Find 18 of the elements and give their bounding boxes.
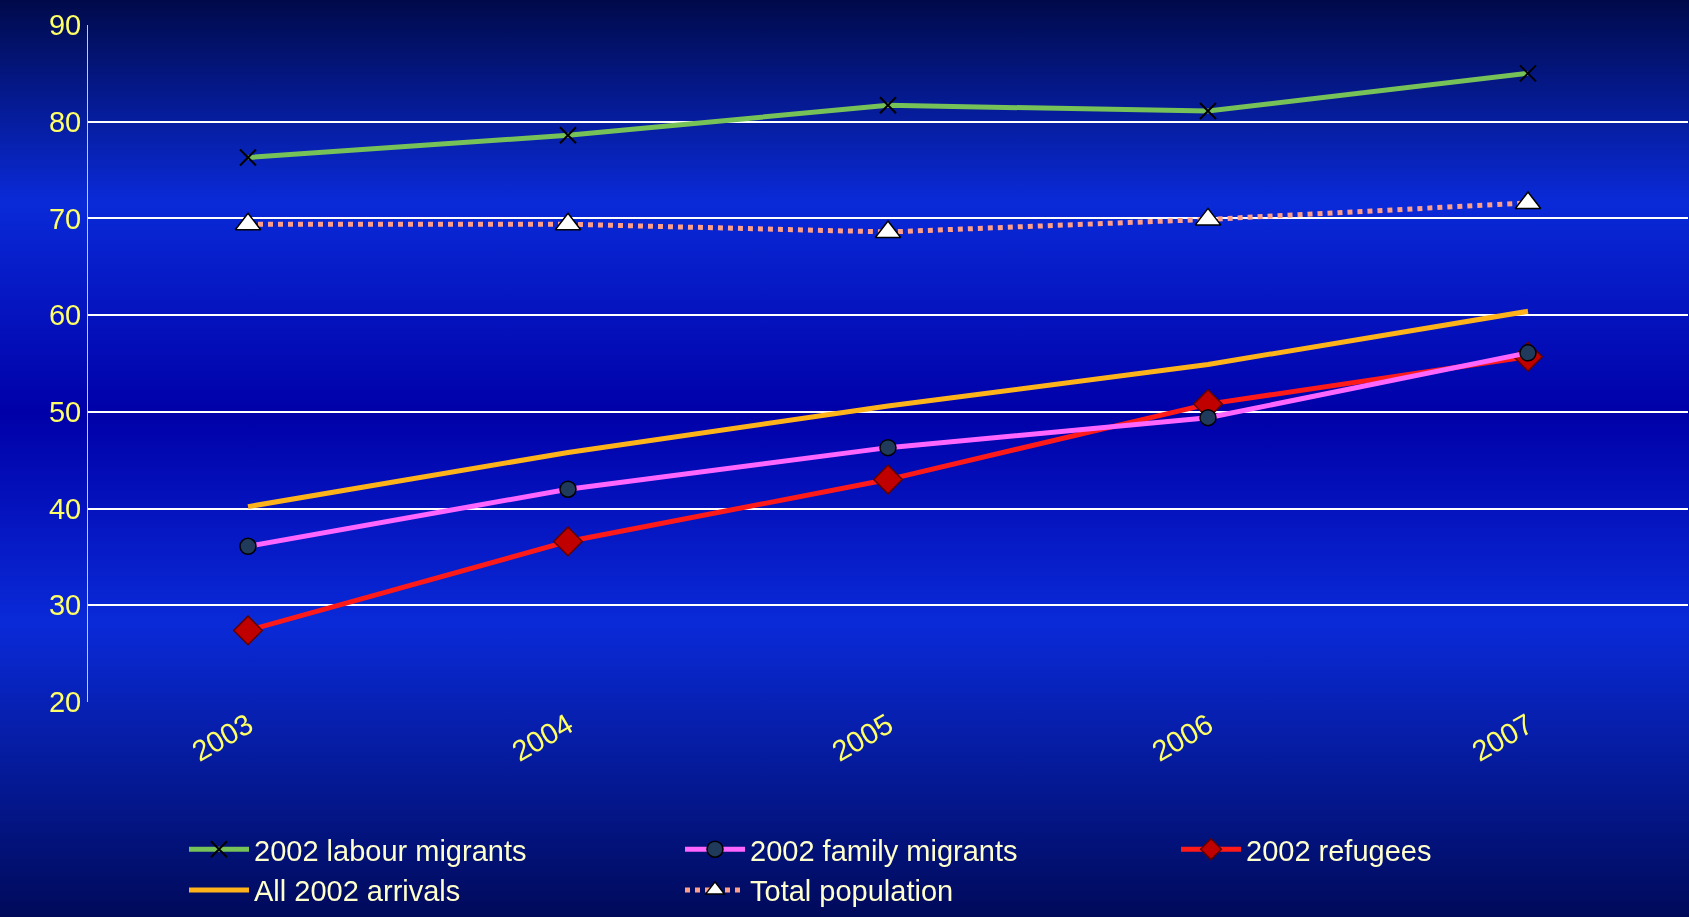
- legend-label: 2002 refugees: [1246, 834, 1432, 867]
- x-tick-label: 2005: [826, 707, 899, 768]
- legend-label: 2002 family migrants: [750, 834, 1018, 867]
- y-tick-label: 20: [48, 686, 82, 719]
- legend-label: Total population: [750, 875, 954, 908]
- x-tick-label: 2007: [1466, 707, 1539, 768]
- x-tick-label: 2004: [506, 707, 579, 768]
- y-tick-label: 50: [48, 396, 82, 429]
- legend-label: All 2002 arrivals: [254, 875, 461, 908]
- legend-label: 2002 labour migrants: [254, 834, 527, 867]
- y-tick-label: 60: [48, 299, 82, 332]
- y-tick-label: 40: [48, 492, 82, 525]
- y-tick-label: 80: [48, 105, 82, 138]
- x-tick-label: 2006: [1146, 707, 1219, 768]
- x-tick-label: 2003: [186, 707, 259, 768]
- y-tick-label: 30: [48, 589, 82, 622]
- y-tick-label: 70: [48, 202, 82, 235]
- y-tick-label: 90: [48, 9, 82, 42]
